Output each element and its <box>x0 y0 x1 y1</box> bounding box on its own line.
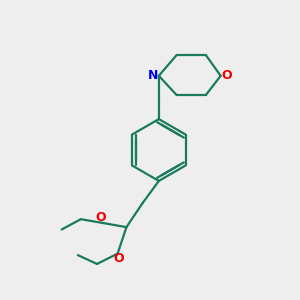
Text: O: O <box>95 211 106 224</box>
Text: O: O <box>114 252 124 266</box>
Text: O: O <box>222 69 232 82</box>
Text: N: N <box>148 69 159 82</box>
